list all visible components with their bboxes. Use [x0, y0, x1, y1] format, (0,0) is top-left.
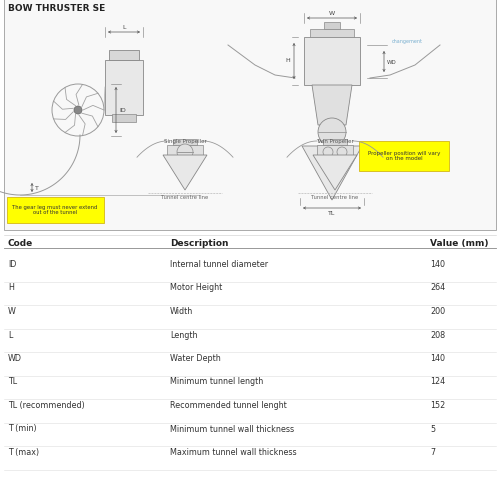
- Text: 140: 140: [430, 260, 445, 269]
- Text: changement: changement: [392, 40, 423, 44]
- Text: TL (recommended): TL (recommended): [8, 401, 85, 410]
- Text: L: L: [8, 330, 12, 340]
- Text: Length: Length: [170, 330, 198, 340]
- Text: 5: 5: [430, 424, 435, 434]
- Text: The gear leg must never extend
out of the tunnel: The gear leg must never extend out of th…: [12, 204, 98, 216]
- Text: Description: Description: [170, 239, 228, 248]
- Text: 264: 264: [430, 284, 445, 292]
- Bar: [304, 37, 360, 85]
- Circle shape: [323, 147, 333, 157]
- Circle shape: [318, 118, 346, 146]
- Polygon shape: [302, 146, 362, 200]
- Polygon shape: [163, 155, 207, 190]
- Text: WD: WD: [8, 354, 22, 363]
- Circle shape: [337, 147, 347, 157]
- Text: Width: Width: [170, 307, 193, 316]
- Text: Tunnel centre line: Tunnel centre line: [162, 195, 208, 200]
- Bar: [173, 139, 197, 145]
- Text: Tunnel centre line: Tunnel centre line: [312, 195, 358, 200]
- Polygon shape: [313, 155, 357, 190]
- Text: 200: 200: [430, 307, 445, 316]
- FancyBboxPatch shape: [7, 197, 104, 223]
- Text: Single Propeller: Single Propeller: [164, 139, 206, 144]
- Bar: [4, 0, 496, 230]
- Text: Motor Height: Motor Height: [170, 284, 222, 292]
- Text: T (min): T (min): [8, 424, 36, 434]
- Bar: [317, 145, 353, 155]
- Text: W: W: [329, 11, 335, 16]
- Text: Code: Code: [8, 239, 33, 248]
- Text: Maximum tunnel wall thickness: Maximum tunnel wall thickness: [170, 448, 296, 457]
- Text: L: L: [122, 25, 126, 30]
- Text: BOW THRUSTER SE: BOW THRUSTER SE: [8, 4, 105, 13]
- Text: Minimum tunnel length: Minimum tunnel length: [170, 378, 263, 386]
- Bar: [167, 145, 203, 155]
- Bar: [324, 22, 340, 29]
- Text: Internal tunnel diameter: Internal tunnel diameter: [170, 260, 268, 269]
- Bar: [112, 114, 136, 122]
- Text: Propeller position will vary
on the model: Propeller position will vary on the mode…: [368, 150, 440, 162]
- Bar: [310, 29, 354, 37]
- Text: 152: 152: [430, 401, 446, 410]
- Text: H: H: [285, 58, 290, 62]
- Text: 7: 7: [430, 448, 435, 457]
- Text: Minimum tunnel wall thickness: Minimum tunnel wall thickness: [170, 424, 294, 434]
- Text: T (max): T (max): [8, 448, 39, 457]
- Text: W: W: [8, 307, 16, 316]
- Text: H: H: [8, 284, 14, 292]
- Bar: [105, 60, 143, 115]
- Text: 140: 140: [430, 354, 445, 363]
- Circle shape: [177, 144, 193, 160]
- Text: Value (mm): Value (mm): [430, 239, 488, 248]
- Text: ID: ID: [119, 108, 126, 112]
- Bar: [323, 139, 347, 145]
- Text: WD: WD: [387, 60, 397, 64]
- FancyBboxPatch shape: [359, 141, 449, 171]
- Text: Recommended tunnel lenght: Recommended tunnel lenght: [170, 401, 287, 410]
- Text: TL: TL: [8, 378, 17, 386]
- Text: 208: 208: [430, 330, 445, 340]
- Polygon shape: [312, 85, 352, 125]
- Circle shape: [74, 106, 82, 114]
- Text: 124: 124: [430, 378, 445, 386]
- Bar: [109, 50, 139, 60]
- Text: TL: TL: [328, 211, 336, 216]
- Text: T: T: [35, 186, 39, 190]
- Text: Water Depth: Water Depth: [170, 354, 221, 363]
- Text: Twin Propeller: Twin Propeller: [316, 139, 354, 144]
- Text: ID: ID: [8, 260, 16, 269]
